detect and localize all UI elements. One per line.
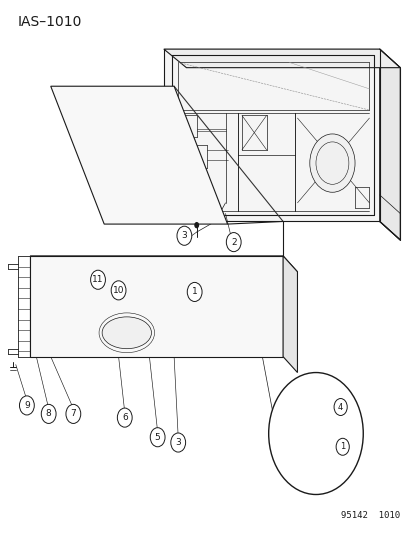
- Text: 95142  1010: 95142 1010: [340, 511, 399, 520]
- Circle shape: [117, 408, 132, 427]
- Text: 3: 3: [175, 438, 180, 447]
- Circle shape: [333, 399, 347, 416]
- Text: 8: 8: [46, 409, 52, 418]
- Text: 10: 10: [113, 286, 124, 295]
- Polygon shape: [164, 49, 379, 221]
- Text: 6: 6: [121, 413, 127, 422]
- Circle shape: [111, 281, 126, 300]
- Polygon shape: [379, 49, 399, 240]
- Circle shape: [335, 438, 349, 455]
- Circle shape: [41, 405, 56, 423]
- Text: 4: 4: [337, 402, 342, 411]
- Polygon shape: [51, 86, 227, 224]
- Text: 11: 11: [92, 275, 104, 284]
- Ellipse shape: [102, 317, 151, 349]
- Text: 1: 1: [339, 442, 344, 451]
- Circle shape: [66, 405, 81, 423]
- Circle shape: [194, 222, 199, 228]
- Circle shape: [187, 282, 202, 302]
- Circle shape: [309, 134, 354, 192]
- Text: 1: 1: [191, 287, 197, 296]
- Circle shape: [176, 226, 191, 245]
- Circle shape: [150, 427, 165, 447]
- Text: 7: 7: [70, 409, 76, 418]
- Polygon shape: [30, 256, 282, 357]
- Circle shape: [171, 433, 185, 452]
- Polygon shape: [164, 49, 399, 68]
- Text: IAS–1010: IAS–1010: [18, 14, 82, 29]
- Text: 9: 9: [24, 401, 30, 410]
- Polygon shape: [282, 256, 297, 373]
- Polygon shape: [30, 256, 297, 272]
- Circle shape: [90, 270, 105, 289]
- Text: 5: 5: [154, 433, 160, 442]
- Text: 3: 3: [181, 231, 187, 240]
- Circle shape: [226, 232, 240, 252]
- Circle shape: [19, 396, 34, 415]
- Circle shape: [268, 373, 362, 495]
- Text: 2: 2: [230, 238, 236, 247]
